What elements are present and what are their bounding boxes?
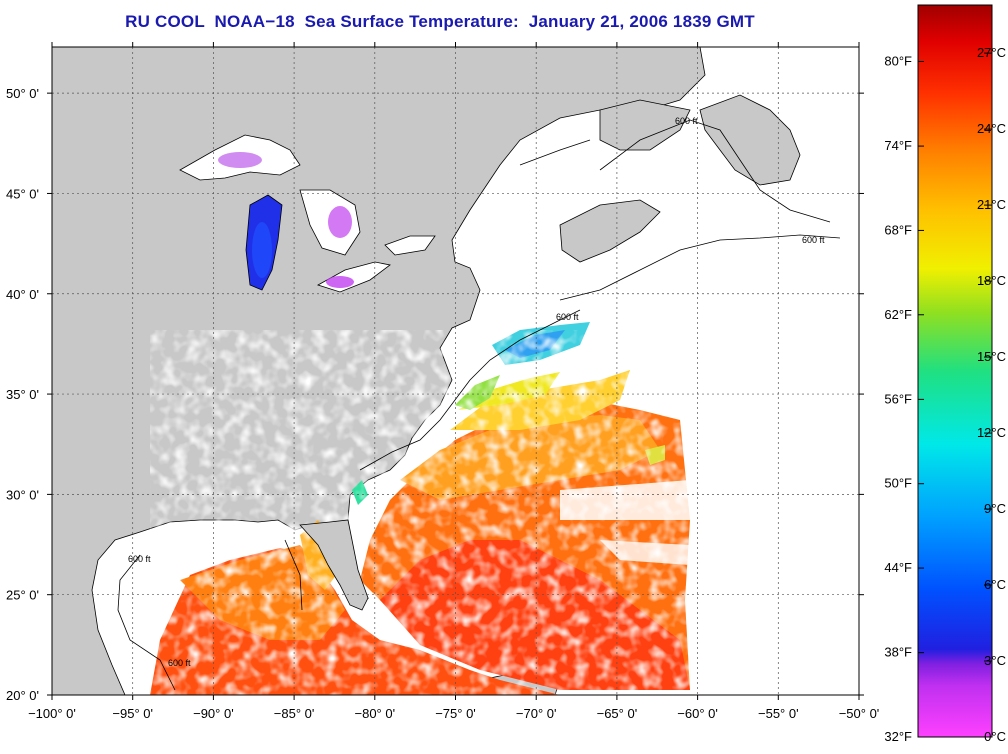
lon-tick-label: −85° 0' <box>274 706 315 721</box>
colorbar-label-celsius: 9°C <box>984 501 1006 516</box>
colorbar-label-celsius: 27°C <box>977 45 1006 60</box>
colorbar-label-celsius: 24°C <box>977 121 1006 136</box>
colorbar-label-fahrenheit: 44°F <box>884 560 912 575</box>
lake-erie-sst <box>326 276 354 288</box>
lake-ontario <box>384 235 436 256</box>
lon-tick-label: −55° 0' <box>758 706 799 721</box>
depth-contours <box>117 119 841 691</box>
contour-label-north: 600 ft <box>675 116 698 126</box>
lat-tick-label: 30° 0' <box>6 487 39 502</box>
lon-tick-label: −100° 0' <box>28 706 76 721</box>
lat-tick-label: 40° 0' <box>6 287 39 302</box>
lon-tick-label: −80° 0' <box>355 706 396 721</box>
axis-ticks <box>47 42 864 700</box>
map-title: RU COOL NOAA−18 Sea Surface Temperature:… <box>125 12 755 31</box>
lon-tick-label: −50° 0' <box>839 706 880 721</box>
lon-tick-label: −65° 0' <box>597 706 638 721</box>
lon-tick-label: −75° 0' <box>435 706 476 721</box>
colorbar-label-celsius: 21°C <box>977 197 1006 212</box>
colorbar-label-celsius: 0°C <box>984 729 1006 744</box>
sst-swath <box>150 322 700 695</box>
lat-tick-label: 45° 0' <box>6 186 39 201</box>
colorbar-labels: 0°C 3°C 6°C 9°C 12°C 15°C 18°C 21°C 24°C 27°C 32°F… <box>884 45 1006 744</box>
lat-tick-label: 50° 0' <box>6 86 39 101</box>
land-nova-scotia <box>559 199 661 263</box>
contour-label-east: 600 ft <box>802 235 825 245</box>
lat-tick-label: 35° 0' <box>6 387 39 402</box>
colorbar-label-fahrenheit: 62°F <box>884 307 912 322</box>
land-newfoundland <box>699 94 801 186</box>
lon-tick-label: −70° 0' <box>516 706 557 721</box>
lat-tick-label: 25° 0' <box>6 588 39 603</box>
colorbar-label-celsius: 6°C <box>984 577 1006 592</box>
colorbar-label-celsius: 15°C <box>977 349 1006 364</box>
colorbar-label-celsius: 3°C <box>984 653 1006 668</box>
colorbar-label-celsius: 18°C <box>977 273 1006 288</box>
colorbar-label-fahrenheit: 56°F <box>884 391 912 406</box>
axis-labels: −100° 0' −95° 0' −90° 0' −85° 0' −80° 0' −75°… <box>6 86 879 721</box>
colorbar-label-fahrenheit: 32°F <box>884 729 912 744</box>
colorbar-label-fahrenheit: 38°F <box>884 645 912 660</box>
lon-tick-label: −95° 0' <box>112 706 153 721</box>
colorbar-label-celsius: 12°C <box>977 425 1006 440</box>
colorbar-label-fahrenheit: 50°F <box>884 476 912 491</box>
lake-superior-sst <box>218 152 262 168</box>
land-quebec-north <box>599 99 691 151</box>
contour-label-ne: 600 ft <box>556 312 579 322</box>
colorbar-label-fahrenheit: 80°F <box>884 53 912 68</box>
contour-label-gulf-south: 600 ft <box>168 658 191 668</box>
graticule <box>52 47 859 695</box>
colorbar-label-fahrenheit: 74°F <box>884 138 912 153</box>
colorbar <box>917 4 993 738</box>
lon-tick-label: −90° 0' <box>193 706 234 721</box>
contour-label-gulf: 600 ft <box>128 554 151 564</box>
lat-tick-label: 20° 0' <box>6 688 39 703</box>
land-florida <box>299 519 369 611</box>
lake-huron-sst <box>328 206 352 238</box>
colorbar-label-fahrenheit: 68°F <box>884 222 912 237</box>
lon-tick-label: −60° 0' <box>677 706 718 721</box>
lake-michigan-sst <box>252 222 272 278</box>
